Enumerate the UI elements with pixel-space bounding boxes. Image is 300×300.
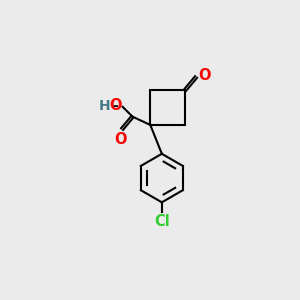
- Text: H: H: [98, 99, 110, 113]
- Text: Cl: Cl: [154, 214, 170, 229]
- Text: -: -: [112, 99, 118, 113]
- Text: O: O: [115, 132, 127, 147]
- Text: O: O: [109, 98, 122, 113]
- Text: O: O: [198, 68, 210, 83]
